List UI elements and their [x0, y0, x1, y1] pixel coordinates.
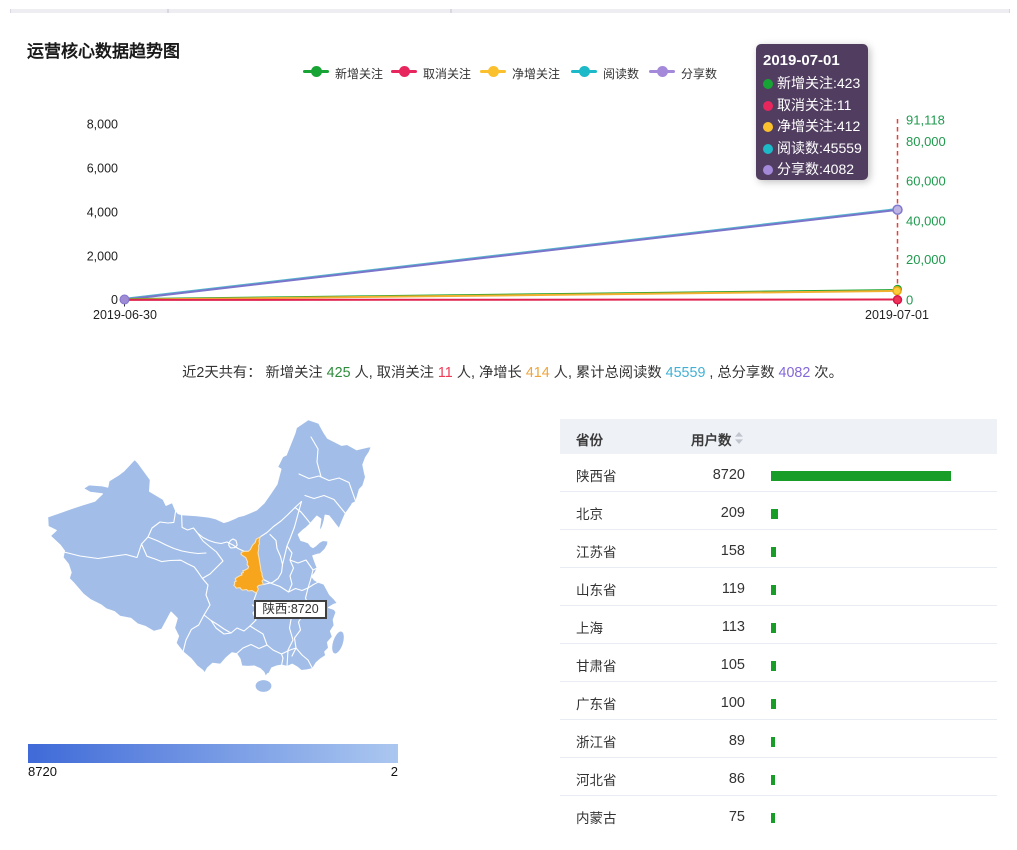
- svg-text:0: 0: [906, 293, 913, 308]
- svg-text:8,000: 8,000: [87, 118, 118, 132]
- svg-text:2019-07-01: 2019-07-01: [865, 308, 929, 322]
- svg-text:60,000: 60,000: [906, 174, 946, 189]
- svg-text:2,000: 2,000: [87, 250, 118, 264]
- svg-text:91,118: 91,118: [906, 113, 945, 128]
- svg-text:6,000: 6,000: [87, 162, 118, 176]
- svg-text:0: 0: [111, 293, 118, 307]
- svg-text:4,000: 4,000: [87, 206, 118, 220]
- svg-text:80,000: 80,000: [906, 134, 946, 149]
- svg-text:20,000: 20,000: [906, 252, 946, 267]
- svg-text:40,000: 40,000: [906, 214, 946, 229]
- svg-text:2019-06-30: 2019-06-30: [93, 308, 157, 322]
